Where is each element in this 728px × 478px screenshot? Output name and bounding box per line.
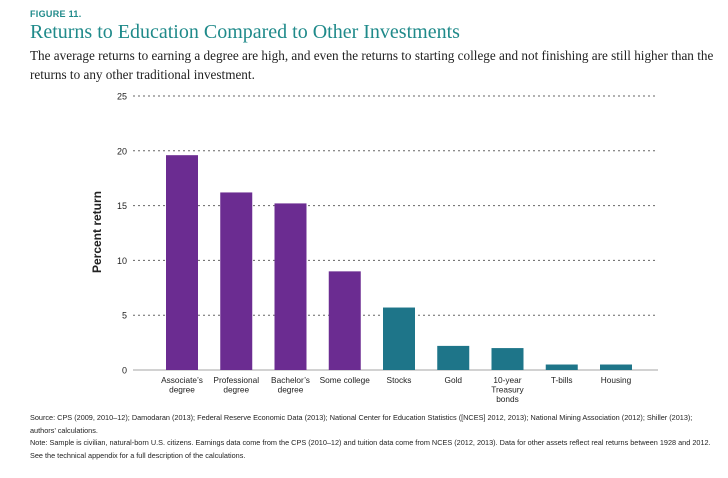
x-tick-label-line: degree xyxy=(278,385,304,395)
chart-title: Returns to Education Compared to Other I… xyxy=(30,21,460,43)
x-tick-label: Stocks xyxy=(387,375,412,385)
bar xyxy=(166,155,198,370)
bar xyxy=(545,364,578,370)
x-tick-label: Housing xyxy=(601,375,632,385)
x-tick-label: Associate’s degree xyxy=(161,375,203,395)
bar xyxy=(600,364,632,370)
x-tick-label: Gold xyxy=(444,375,462,385)
x-tick-label-line: Associate’s xyxy=(161,375,203,385)
bar xyxy=(328,271,361,370)
x-tick-label-line: Gold xyxy=(444,375,462,385)
y-axis-ticks: 0 5 10 15 20 25 xyxy=(117,92,127,376)
y-tick-label: 25 xyxy=(117,92,127,102)
source-note: Source: CPS (2009, 2010–12); Damodaran (… xyxy=(30,413,693,435)
x-tick-label: 10-year Treasury bonds xyxy=(491,375,524,404)
x-tick-label-line: T-bills xyxy=(551,375,573,385)
x-tick-label-line: degree xyxy=(223,385,249,395)
bar xyxy=(274,203,307,370)
chart-subtitle: The average returns to earning a degree … xyxy=(30,48,714,82)
y-axis-label: Percent return xyxy=(90,191,104,273)
y-tick-label: 10 xyxy=(117,256,127,266)
x-tick-label-line: Stocks xyxy=(387,375,412,385)
x-tick-label-line: Some college xyxy=(320,375,371,385)
x-tick-label-line: Treasury xyxy=(491,385,524,395)
x-tick-label-line: Housing xyxy=(601,375,632,385)
methodology-note: Note: Sample is civilian, natural-born U… xyxy=(30,438,711,460)
x-tick-label: Professional degree xyxy=(213,375,259,395)
y-tick-label: 15 xyxy=(117,201,127,211)
x-tick-label-line: Bachelor’s xyxy=(271,375,310,385)
bar xyxy=(491,348,524,370)
x-tick-label-line: Professional xyxy=(213,375,259,385)
bar xyxy=(437,345,470,370)
x-tick-label-line: 10-year xyxy=(493,375,521,385)
y-tick-label: 5 xyxy=(122,311,127,321)
y-tick-label: 0 xyxy=(122,366,127,376)
x-tick-label-line: degree xyxy=(169,385,195,395)
bar xyxy=(383,307,415,370)
figure-label: FIGURE 11. xyxy=(30,9,82,19)
x-tick-label: Some college xyxy=(320,375,371,385)
bar xyxy=(220,192,253,370)
x-tick-label: T-bills xyxy=(551,375,573,385)
bars xyxy=(166,155,632,370)
x-tick-label: Bachelor’s degree xyxy=(271,375,310,395)
x-tick-label-line: bonds xyxy=(496,394,519,404)
y-tick-label: 20 xyxy=(117,146,127,156)
